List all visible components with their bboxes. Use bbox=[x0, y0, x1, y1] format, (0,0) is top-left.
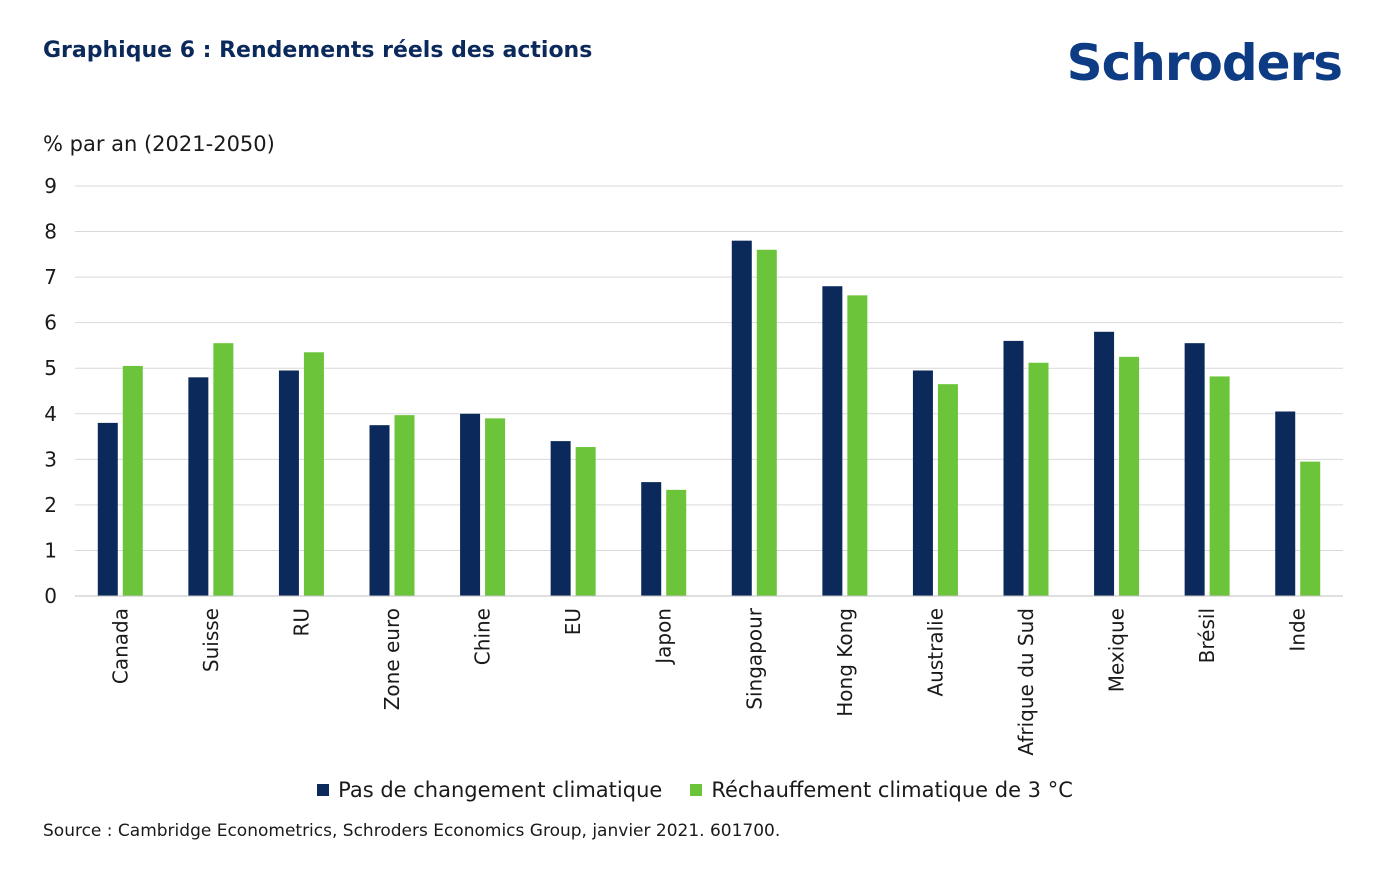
bar-2 bbox=[485, 418, 506, 596]
bar-2 bbox=[666, 489, 687, 596]
y-tick-label: 1 bbox=[44, 538, 57, 562]
y-tick-label: 5 bbox=[44, 356, 57, 380]
x-tick-label: Australie bbox=[923, 608, 947, 697]
bar-2 bbox=[1028, 362, 1049, 596]
legend-swatch-series-1 bbox=[317, 784, 330, 796]
x-tick-label: Japon bbox=[652, 608, 676, 666]
bar-1 bbox=[460, 413, 481, 596]
x-tick-label: Afrique du Sud bbox=[1014, 608, 1038, 756]
bar-2 bbox=[575, 447, 596, 596]
bar-1 bbox=[912, 370, 933, 596]
legend: Pas de changement climatique Réchauffeme… bbox=[0, 778, 1390, 802]
x-tick-label: Singapour bbox=[742, 607, 766, 709]
y-tick-label: 7 bbox=[44, 265, 57, 289]
bar-2 bbox=[1209, 376, 1230, 596]
y-tick-label: 2 bbox=[44, 493, 57, 517]
legend-label-series-1: Pas de changement climatique bbox=[338, 778, 663, 802]
y-tick-label: 3 bbox=[44, 447, 57, 471]
y-tick-label: 9 bbox=[44, 174, 57, 198]
bar-1 bbox=[550, 441, 571, 596]
x-tick-label: Hong Kong bbox=[833, 608, 857, 717]
x-tick-label: Inde bbox=[1286, 608, 1310, 652]
legend-label-series-2: Réchauffement climatique de 3 °C bbox=[711, 778, 1073, 802]
y-axis-ticks: 0 1 2 3 4 5 6 7 8 9 bbox=[44, 174, 57, 608]
y-tick-label: 8 bbox=[44, 220, 57, 244]
y-tick-label: 0 bbox=[44, 584, 57, 608]
x-tick-label: RU bbox=[289, 608, 313, 637]
x-tick-label: Canada bbox=[108, 608, 132, 684]
bar-2 bbox=[303, 352, 324, 596]
bar-1 bbox=[731, 240, 752, 596]
y-tick-label: 6 bbox=[44, 311, 57, 335]
bar-1 bbox=[97, 422, 118, 596]
legend-item-series-2: Réchauffement climatique de 3 °C bbox=[690, 778, 1073, 802]
x-tick-label: Zone euro bbox=[380, 608, 404, 710]
bar-1 bbox=[641, 482, 662, 596]
bar-1 bbox=[1094, 331, 1115, 596]
chart-title: Graphique 6 : Rendements réels des actio… bbox=[43, 38, 593, 63]
x-axis-category-labels: Canada Suisse RU Zone euro Chine EU Japon Singa… bbox=[108, 607, 1309, 755]
x-tick-label: Suisse bbox=[199, 608, 223, 672]
bar-1 bbox=[278, 370, 299, 596]
x-tick-label: Mexique bbox=[1105, 608, 1129, 692]
y-axis-unit-label: % par an (2021-2050) bbox=[43, 132, 275, 156]
y-tick-label: 4 bbox=[44, 402, 57, 426]
gridlines bbox=[75, 185, 1343, 551]
x-tick-label: EU bbox=[561, 608, 585, 635]
legend-swatch-series-2 bbox=[690, 784, 703, 796]
bar-1 bbox=[1184, 343, 1205, 596]
bar-1 bbox=[1003, 340, 1024, 596]
bar-2 bbox=[1300, 461, 1321, 596]
legend-item-series-1: Pas de changement climatique bbox=[317, 778, 662, 802]
x-tick-label: Chine bbox=[471, 608, 495, 665]
bar-2 bbox=[394, 415, 415, 596]
bar-2 bbox=[213, 343, 234, 596]
bar-1 bbox=[188, 377, 209, 596]
bars bbox=[97, 240, 1321, 596]
bar-2 bbox=[756, 249, 777, 596]
bar-1 bbox=[1275, 411, 1296, 596]
bar-2 bbox=[937, 384, 958, 596]
bar-2 bbox=[847, 295, 868, 596]
schroders-logo: Schroders bbox=[1066, 34, 1343, 92]
bar-1 bbox=[369, 425, 390, 596]
bar-1 bbox=[822, 286, 843, 596]
x-tick-label: Brésil bbox=[1195, 608, 1219, 663]
bar-2 bbox=[1119, 356, 1140, 596]
bar-2 bbox=[122, 365, 143, 596]
source-note: Source : Cambridge Econometrics, Schrode… bbox=[43, 821, 781, 841]
